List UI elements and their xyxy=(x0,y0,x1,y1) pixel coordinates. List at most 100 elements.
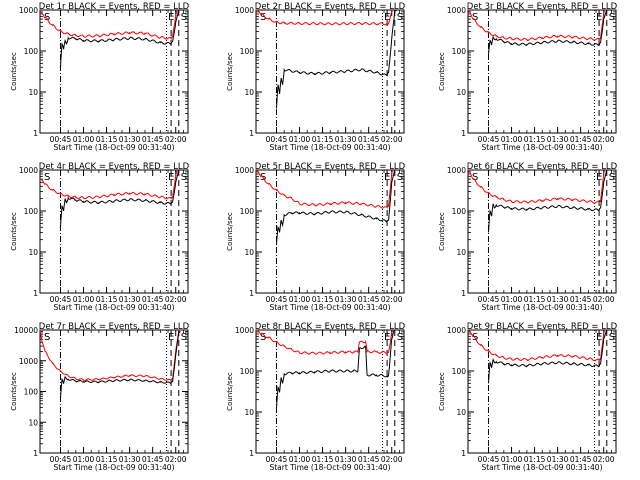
x-tick-label: 01:45 xyxy=(142,135,164,144)
x-tick-label: 01:45 xyxy=(570,135,592,144)
x-tick-label: 02:00 xyxy=(381,455,403,464)
x-tick-label: 00:45 xyxy=(50,135,72,144)
marker-label: S xyxy=(44,172,50,183)
marker-label: S xyxy=(472,172,478,183)
x-tick-label: 01:00 xyxy=(73,135,95,144)
y-tick-label: 1 xyxy=(249,449,254,458)
series-line-events xyxy=(60,330,181,399)
x-tick-label: 01:30 xyxy=(335,295,357,304)
series-line-lld xyxy=(256,10,394,26)
y-tick-label: 1 xyxy=(461,449,466,458)
y-tick-label: 100 xyxy=(452,47,467,56)
x-tick-label: 01:30 xyxy=(547,295,569,304)
series-line-lld xyxy=(256,170,394,210)
y-tick-label: 100 xyxy=(240,207,255,216)
axes-frame xyxy=(255,329,405,454)
chart-panel-1: Det 1r BLACK = Events, RED = LLD 1 10 100 10… xyxy=(10,2,190,152)
marker-label: S xyxy=(397,332,403,343)
marker-label: S xyxy=(260,332,266,343)
y-tick-label: 1000 xyxy=(235,326,254,335)
y-tick-label: 100 xyxy=(452,207,467,216)
y-tick-label: 1 xyxy=(249,129,254,138)
x-tick-label: 01:00 xyxy=(73,455,95,464)
panel-title: Det 1r BLACK = Events, RED = LLD xyxy=(39,2,190,12)
chart-panel-5: Det 5r BLACK = Events, RED = LLD 1 10 100 10… xyxy=(226,162,406,312)
x-tick-label: 01:30 xyxy=(119,455,141,464)
x-tick-label: 01:45 xyxy=(358,295,380,304)
series-line-events xyxy=(60,170,180,228)
marker-label: E xyxy=(596,332,602,343)
marker-label: E xyxy=(384,332,390,343)
series-line-events xyxy=(60,10,180,68)
series-line-lld xyxy=(40,170,178,200)
series-line-events xyxy=(276,170,396,245)
y-tick-label: 10 xyxy=(456,88,466,97)
x-tick-label: 01:00 xyxy=(501,135,523,144)
x-tick-label: 01:15 xyxy=(524,455,546,464)
y-tick-label: 1000 xyxy=(447,6,466,15)
marker-label: S xyxy=(397,12,403,23)
axes-frame xyxy=(255,169,405,294)
marker-label: E xyxy=(384,172,390,183)
x-tick-label: 02:00 xyxy=(381,135,403,144)
x-axis-label: Start Time (18-Oct-09 00:31:40) xyxy=(269,303,390,312)
x-tick-label: 01:30 xyxy=(547,455,569,464)
series-line-lld xyxy=(468,10,606,41)
panel-title: Det 8r BLACK = Events, RED = LLD xyxy=(255,322,406,332)
x-tick-label: 01:15 xyxy=(96,455,118,464)
axes-frame xyxy=(39,169,189,294)
x-tick-label: 01:00 xyxy=(73,295,95,304)
y-tick-label: 1000 xyxy=(19,357,38,366)
x-tick-label: 01:45 xyxy=(570,295,592,304)
chart-panel-7: Det 7r BLACK = Events, RED = LLD 1 10 100 10… xyxy=(10,322,190,472)
x-tick-label: 01:15 xyxy=(96,295,118,304)
series-line-events xyxy=(488,330,607,384)
panel-title: Det 7r BLACK = Events, RED = LLD xyxy=(39,322,190,332)
x-tick-label: 01:30 xyxy=(119,135,141,144)
x-tick-label: 01:30 xyxy=(119,295,141,304)
marker-label: S xyxy=(44,12,50,23)
y-axis-label: Counts/sec xyxy=(10,212,18,251)
y-axis-label: Counts/sec xyxy=(438,212,446,251)
y-tick-label: 10 xyxy=(244,408,254,417)
y-tick-label: 10000 xyxy=(14,326,38,335)
axes-frame xyxy=(467,169,617,294)
marker-label: S xyxy=(609,172,615,183)
y-tick-label: 1 xyxy=(33,449,38,458)
x-tick-label: 01:15 xyxy=(312,295,334,304)
x-axis-label: Start Time (18-Oct-09 00:31:40) xyxy=(269,463,390,472)
x-axis-label: Start Time (18-Oct-09 00:31:40) xyxy=(481,463,602,472)
y-axis-label: Counts/sec xyxy=(226,212,234,251)
chart-panel-9: Det 9r BLACK = Events, RED = LLD 1 10 100 10… xyxy=(438,322,618,472)
y-tick-label: 10 xyxy=(456,408,466,417)
y-axis-label: Counts/sec xyxy=(10,372,18,411)
x-tick-label: 02:00 xyxy=(165,135,187,144)
x-tick-label: 02:00 xyxy=(165,455,187,464)
series-line-lld xyxy=(40,330,181,382)
chart-panel-2: Det 2r BLACK = Events, RED = LLD 1 10 100 10… xyxy=(226,2,406,152)
y-tick-label: 100 xyxy=(24,47,39,56)
panel-title: Det 3r BLACK = Events, RED = LLD xyxy=(467,2,618,12)
y-tick-label: 1 xyxy=(461,129,466,138)
x-tick-label: 01:00 xyxy=(501,455,523,464)
x-tick-label: 02:00 xyxy=(165,295,187,304)
panel-title: Det 5r BLACK = Events, RED = LLD xyxy=(255,162,406,172)
y-tick-label: 10 xyxy=(456,248,466,257)
marker-label: S xyxy=(44,332,50,343)
y-tick-label: 10 xyxy=(28,88,38,97)
x-tick-label: 02:00 xyxy=(593,295,615,304)
marker-label: S xyxy=(181,12,187,23)
marker-label: S xyxy=(472,12,478,23)
x-tick-label: 01:30 xyxy=(335,135,357,144)
y-tick-label: 1000 xyxy=(235,166,254,175)
x-tick-label: 00:45 xyxy=(50,295,72,304)
y-tick-label: 1000 xyxy=(447,166,466,175)
x-tick-label: 00:45 xyxy=(478,455,500,464)
x-axis-label: Start Time (18-Oct-09 00:31:40) xyxy=(269,143,390,152)
x-tick-label: 00:45 xyxy=(478,135,500,144)
series-line-lld xyxy=(40,10,178,40)
x-axis-label: Start Time (18-Oct-09 00:31:40) xyxy=(481,303,602,312)
x-tick-label: 01:45 xyxy=(358,455,380,464)
marker-label: S xyxy=(260,12,266,23)
chart-panel-3: Det 3r BLACK = Events, RED = LLD 1 10 100 10… xyxy=(438,2,618,152)
